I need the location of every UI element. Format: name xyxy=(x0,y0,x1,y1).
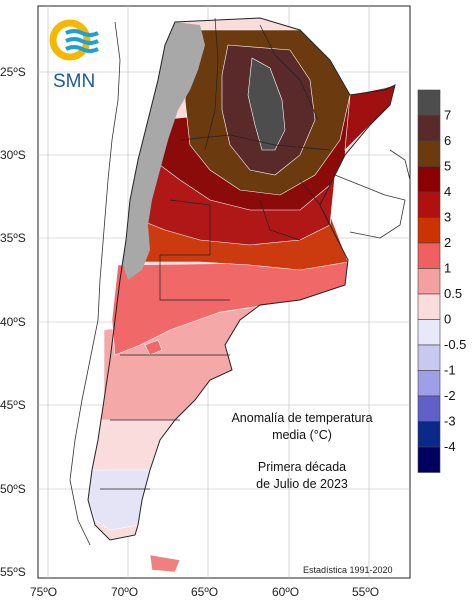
footnote: Estadística 1991-2020 xyxy=(303,565,393,575)
small-island xyxy=(144,339,163,356)
legend-label: 5 xyxy=(444,159,451,174)
smn-logo: SMN xyxy=(49,19,99,92)
legend-label: 1 xyxy=(444,261,451,276)
lon-label: 75ºO xyxy=(30,585,57,599)
legend-swatch xyxy=(417,217,441,244)
legend-label: 6 xyxy=(444,133,451,148)
legend-label: 0.5 xyxy=(444,286,462,301)
lat-label: 35ºS xyxy=(0,231,26,245)
legend-swatch xyxy=(417,166,441,193)
legend-label: -0.5 xyxy=(444,337,466,352)
legend-label: 0 xyxy=(444,312,451,327)
tierra-del-fuego xyxy=(149,554,181,573)
legend-swatch xyxy=(417,319,441,346)
lat-label: 55ºS xyxy=(0,565,26,579)
legend-label: -4 xyxy=(444,439,456,454)
legend-swatch xyxy=(417,140,441,167)
anomaly-fields xyxy=(87,17,396,573)
lon-label: 65ºO xyxy=(191,585,218,599)
legend-swatch xyxy=(417,293,441,320)
province-lines xyxy=(100,17,331,490)
logo-wave-icon-2 xyxy=(65,37,99,45)
legend-label: 3 xyxy=(444,210,451,225)
legend-swatch xyxy=(417,89,441,116)
logo-wave-icon xyxy=(65,29,99,37)
logo-wave-icon-3 xyxy=(65,45,99,53)
lat-label: 30ºS xyxy=(0,148,26,162)
lon-label: 55ºO xyxy=(352,585,379,599)
neighbor-outlines xyxy=(69,21,411,546)
lat-label: 50ºS xyxy=(0,482,26,496)
lat-labels: 25ºS 30ºS 35ºS 40ºS 45ºS 50ºS 55ºS xyxy=(0,65,26,579)
lon-label: 60ºO xyxy=(272,585,299,599)
legend-swatch xyxy=(417,191,441,218)
legend-label: 7 xyxy=(444,108,451,123)
legend-label: -3 xyxy=(444,414,456,429)
logo-ring-icon xyxy=(49,19,91,61)
logo-text: SMN xyxy=(53,71,95,92)
lat-label: 40ºS xyxy=(0,315,26,329)
legend-label: 2 xyxy=(444,235,451,250)
legend-swatch xyxy=(417,115,441,142)
legend-swatch xyxy=(417,268,441,295)
map-title: Anomalía de temperatura media (°C) Prime… xyxy=(231,411,372,491)
lon-label: 70ºO xyxy=(111,585,138,599)
lat-label: 45ºS xyxy=(0,398,26,412)
andes-mask xyxy=(122,22,205,280)
lon-labels: 75ºO 70ºO 65ºO 60ºO 55ºO xyxy=(30,585,379,599)
title-line1: Anomalía de temperatura xyxy=(231,411,372,425)
legend-swatch xyxy=(417,242,441,269)
legend: 7 6 5 4 3 2 1 0.5 0 -0.5 -1 -2 -3 -4 xyxy=(417,89,466,473)
legend-swatch xyxy=(417,395,441,422)
period-line2: de Julio de 2023 xyxy=(256,477,348,491)
zone-7 xyxy=(247,57,286,151)
argentina-outline xyxy=(87,17,396,541)
legend-swatch xyxy=(417,421,441,448)
legend-label: 4 xyxy=(444,184,451,199)
period-line1: Primera década xyxy=(258,460,346,474)
legend-swatch xyxy=(417,446,441,473)
lat-label: 25ºS xyxy=(0,65,26,79)
title-line2: media (°C) xyxy=(272,428,332,442)
legend-swatch xyxy=(417,344,441,371)
legend-label: -2 xyxy=(444,388,456,403)
legend-swatch xyxy=(417,370,441,397)
legend-label: -1 xyxy=(444,363,456,378)
